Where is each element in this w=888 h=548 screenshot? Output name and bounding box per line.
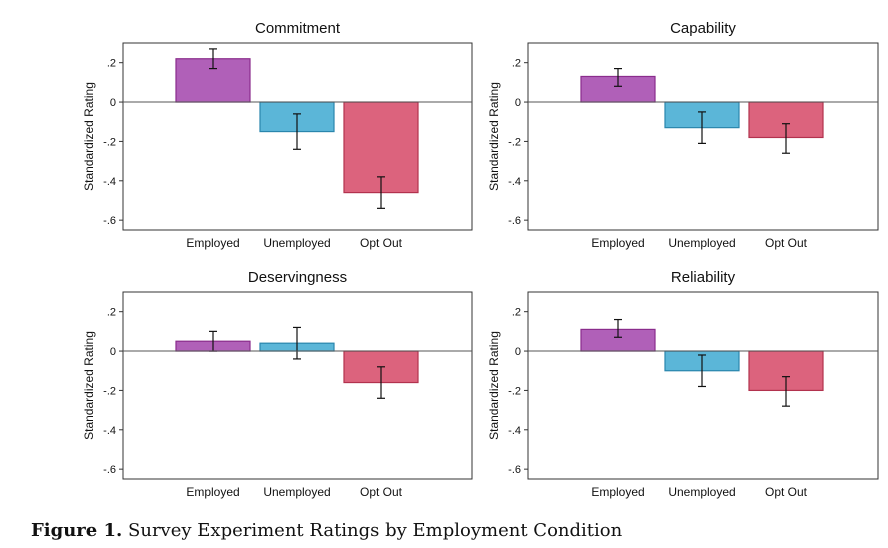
chart-panel-commitment: Commitment .2 0 -.2 -.4 -.6 Standardized Ratin… xyxy=(82,20,473,250)
x-category-label: Unemployed xyxy=(668,236,735,250)
y-axis-label: Standardized Rating xyxy=(82,82,96,191)
y-tick-label: .2 xyxy=(107,58,116,70)
plot-area-frame xyxy=(122,291,473,480)
x-category-label: Unemployed xyxy=(668,485,735,499)
figure-caption: Figure 1. Survey Experiment Ratings by E… xyxy=(31,520,622,541)
plot-area-frame xyxy=(122,42,473,231)
y-tick-label: 0 xyxy=(110,97,116,109)
y-tick-label: -.6 xyxy=(103,464,116,476)
x-category-label: Opt Out xyxy=(765,236,808,250)
y-tick-label: .2 xyxy=(107,307,116,319)
y-tick-label: -.6 xyxy=(508,215,521,227)
x-category-label: Unemployed xyxy=(263,485,330,499)
chart-title: Deservingness xyxy=(248,269,347,286)
y-axis-label: Standardized Rating xyxy=(487,331,501,440)
x-category-label: Employed xyxy=(186,236,239,250)
y-tick-label: -.2 xyxy=(508,385,521,397)
x-category-label: Employed xyxy=(186,485,239,499)
y-tick-label: 0 xyxy=(515,346,521,358)
chart-title: Capability xyxy=(670,20,736,37)
chart-panel-capability: Capability .2 0 -.2 -.4 -.6 Standardized Ratin… xyxy=(487,20,879,250)
chart-panel-deservingness: Deservingness .2 0 -.2 -.4 -.6 Standardized Ra… xyxy=(82,269,473,499)
y-tick-label: 0 xyxy=(515,97,521,109)
y-tick-label: .2 xyxy=(512,307,521,319)
chart-title: Commitment xyxy=(255,20,341,37)
y-tick-label: -.4 xyxy=(103,425,116,437)
plot-area-frame xyxy=(527,291,879,480)
plot-area-frame xyxy=(527,42,879,231)
y-tick-label: -.2 xyxy=(103,136,116,148)
y-tick-label: -.6 xyxy=(103,215,116,227)
y-tick-label: -.6 xyxy=(508,464,521,476)
figure-caption-label: Figure 1. xyxy=(31,520,123,541)
x-category-label: Opt Out xyxy=(765,485,808,499)
y-tick-label: -.2 xyxy=(508,136,521,148)
chart-title: Reliability xyxy=(671,269,736,286)
y-tick-label: -.4 xyxy=(508,425,521,437)
x-category-label: Opt Out xyxy=(360,485,403,499)
chart-panel-reliability: Reliability .2 0 -.2 -.4 -.6 Standardized Rati… xyxy=(487,269,879,499)
x-category-label: Employed xyxy=(591,485,644,499)
x-category-label: Unemployed xyxy=(263,236,330,250)
y-tick-label: -.4 xyxy=(103,176,116,188)
y-tick-label: 0 xyxy=(110,346,116,358)
y-tick-label: -.2 xyxy=(103,385,116,397)
x-category-label: Opt Out xyxy=(360,236,403,250)
y-tick-label: .2 xyxy=(512,58,521,70)
x-category-label: Employed xyxy=(591,236,644,250)
y-axis-label: Standardized Rating xyxy=(82,331,96,440)
y-axis-label: Standardized Rating xyxy=(487,82,501,191)
y-tick-label: -.4 xyxy=(508,176,521,188)
figure-caption-text: Survey Experiment Ratings by Employment … xyxy=(128,520,623,541)
